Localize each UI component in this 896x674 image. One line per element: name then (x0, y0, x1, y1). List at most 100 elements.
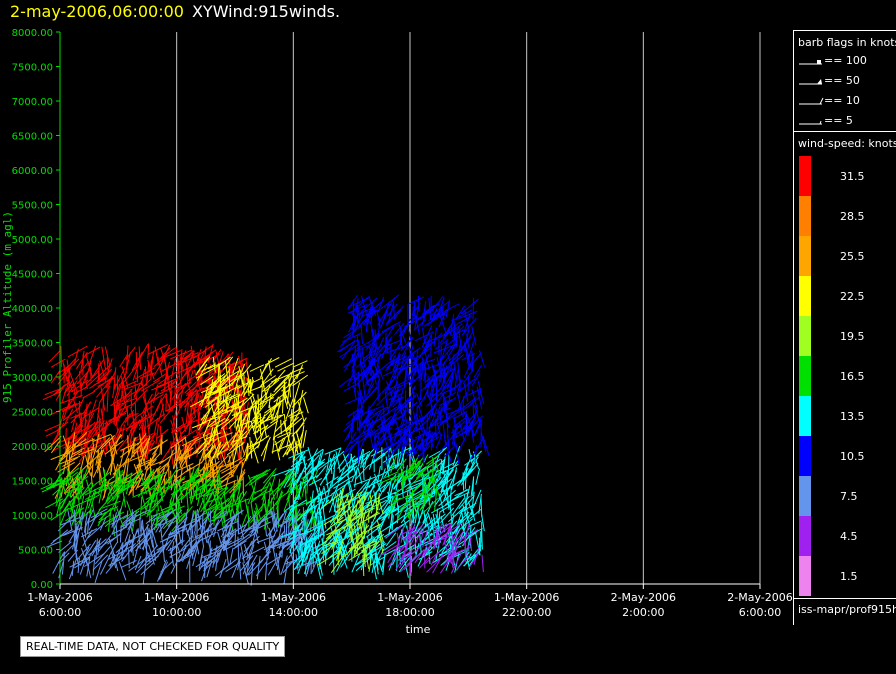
wind-barb (410, 439, 414, 460)
y-tick-label: 3500.00 (12, 339, 53, 350)
wind-barb (397, 466, 405, 480)
wind-barb (56, 411, 65, 434)
wind-barb (444, 323, 463, 337)
wind-barb (121, 388, 133, 403)
wind-barb (58, 541, 72, 553)
wind-barb (394, 397, 413, 412)
wind-barb (188, 467, 205, 486)
wind-barb (75, 509, 91, 526)
wind-barb (362, 554, 365, 577)
wind-barb (225, 360, 229, 380)
wind-barb (447, 460, 459, 477)
wind-barb (249, 522, 260, 537)
wind-barb (122, 447, 132, 468)
wind-barb (105, 556, 121, 574)
wind-barb (228, 371, 246, 383)
wind-barb (394, 492, 415, 503)
y-axis-label: 915 Profiler Altitude (m agl) (1, 211, 14, 403)
wind-barb (272, 416, 279, 441)
wind-barb (207, 552, 220, 565)
wind-barb (238, 437, 241, 459)
wind-barb (387, 414, 395, 431)
wind-barb (177, 519, 198, 530)
wind-barb (261, 377, 278, 393)
wind-barb (128, 479, 140, 496)
wind-barb (161, 521, 174, 538)
wind-barb (369, 494, 373, 510)
wind-barb (239, 524, 245, 540)
wind-barb (198, 414, 207, 431)
wind-barb (80, 528, 98, 538)
wind-barb (272, 545, 278, 567)
wind-barb (59, 516, 81, 526)
wind-barb (438, 309, 447, 328)
wind-barb (451, 424, 458, 445)
wind-barb (416, 393, 423, 408)
wind-barb (197, 436, 215, 455)
wind-barb (282, 385, 291, 408)
wind-barb (392, 545, 404, 556)
wind-barb (346, 444, 353, 463)
wind-barb (357, 524, 370, 539)
wind-barb (183, 350, 195, 362)
wind-barb (368, 342, 376, 359)
wind-barb (211, 543, 224, 558)
wind-barb (207, 539, 213, 555)
wind-barb (267, 561, 277, 576)
wind-barb (248, 435, 270, 450)
wind-barb (108, 537, 116, 561)
wind-barb (287, 495, 292, 516)
wind-barb (74, 558, 90, 569)
wind-barb (317, 552, 338, 566)
wind-barb (44, 436, 62, 453)
wind-barb (259, 549, 271, 564)
wind-barb (420, 379, 434, 392)
wind-barb (106, 487, 123, 505)
wind-barb (268, 360, 272, 376)
wind-barb (230, 397, 248, 409)
wind-barb (453, 362, 457, 379)
wind-barb (75, 351, 88, 369)
wind-barb (436, 406, 441, 423)
wind-barb (118, 496, 125, 517)
wind-barb (113, 463, 119, 479)
wind-barb (110, 453, 114, 472)
wind-barb (361, 348, 366, 368)
wind-barb (470, 450, 482, 462)
wind-barb (213, 397, 222, 415)
wind-barb (109, 427, 120, 448)
wind-barb (409, 528, 419, 547)
wind-barb (224, 405, 236, 423)
wind-barb (399, 535, 414, 553)
wind-barb (212, 356, 216, 373)
wind-barb (237, 470, 243, 485)
wind-barb (123, 382, 143, 391)
colorbar-segment (799, 276, 811, 316)
wind-barb (362, 512, 365, 535)
wind-barb (191, 512, 208, 521)
wind-barb (374, 435, 380, 450)
wind-barb (361, 308, 381, 318)
wind-barb (108, 556, 127, 567)
y-tick-label: 6500.00 (12, 132, 53, 143)
wind-barb (365, 375, 380, 384)
wind-barb (479, 390, 485, 405)
wind-barb (391, 410, 396, 426)
wind-barb (131, 351, 143, 371)
wind-barb (113, 403, 117, 422)
wind-barb (292, 360, 308, 368)
wind-barb (186, 380, 204, 395)
wind-barb (438, 440, 450, 454)
wind-barb (200, 403, 215, 421)
wind-barb (240, 379, 251, 396)
wind-barb (181, 516, 188, 532)
wind-barb (382, 339, 402, 348)
wind-barb (414, 549, 425, 564)
wind-barb (217, 520, 239, 532)
wind-barb (396, 500, 408, 521)
wind-barb (382, 541, 397, 552)
wind-barb (430, 503, 449, 514)
wind-barb (376, 363, 384, 379)
wind-barb (461, 317, 477, 336)
wind-barb (68, 451, 71, 471)
